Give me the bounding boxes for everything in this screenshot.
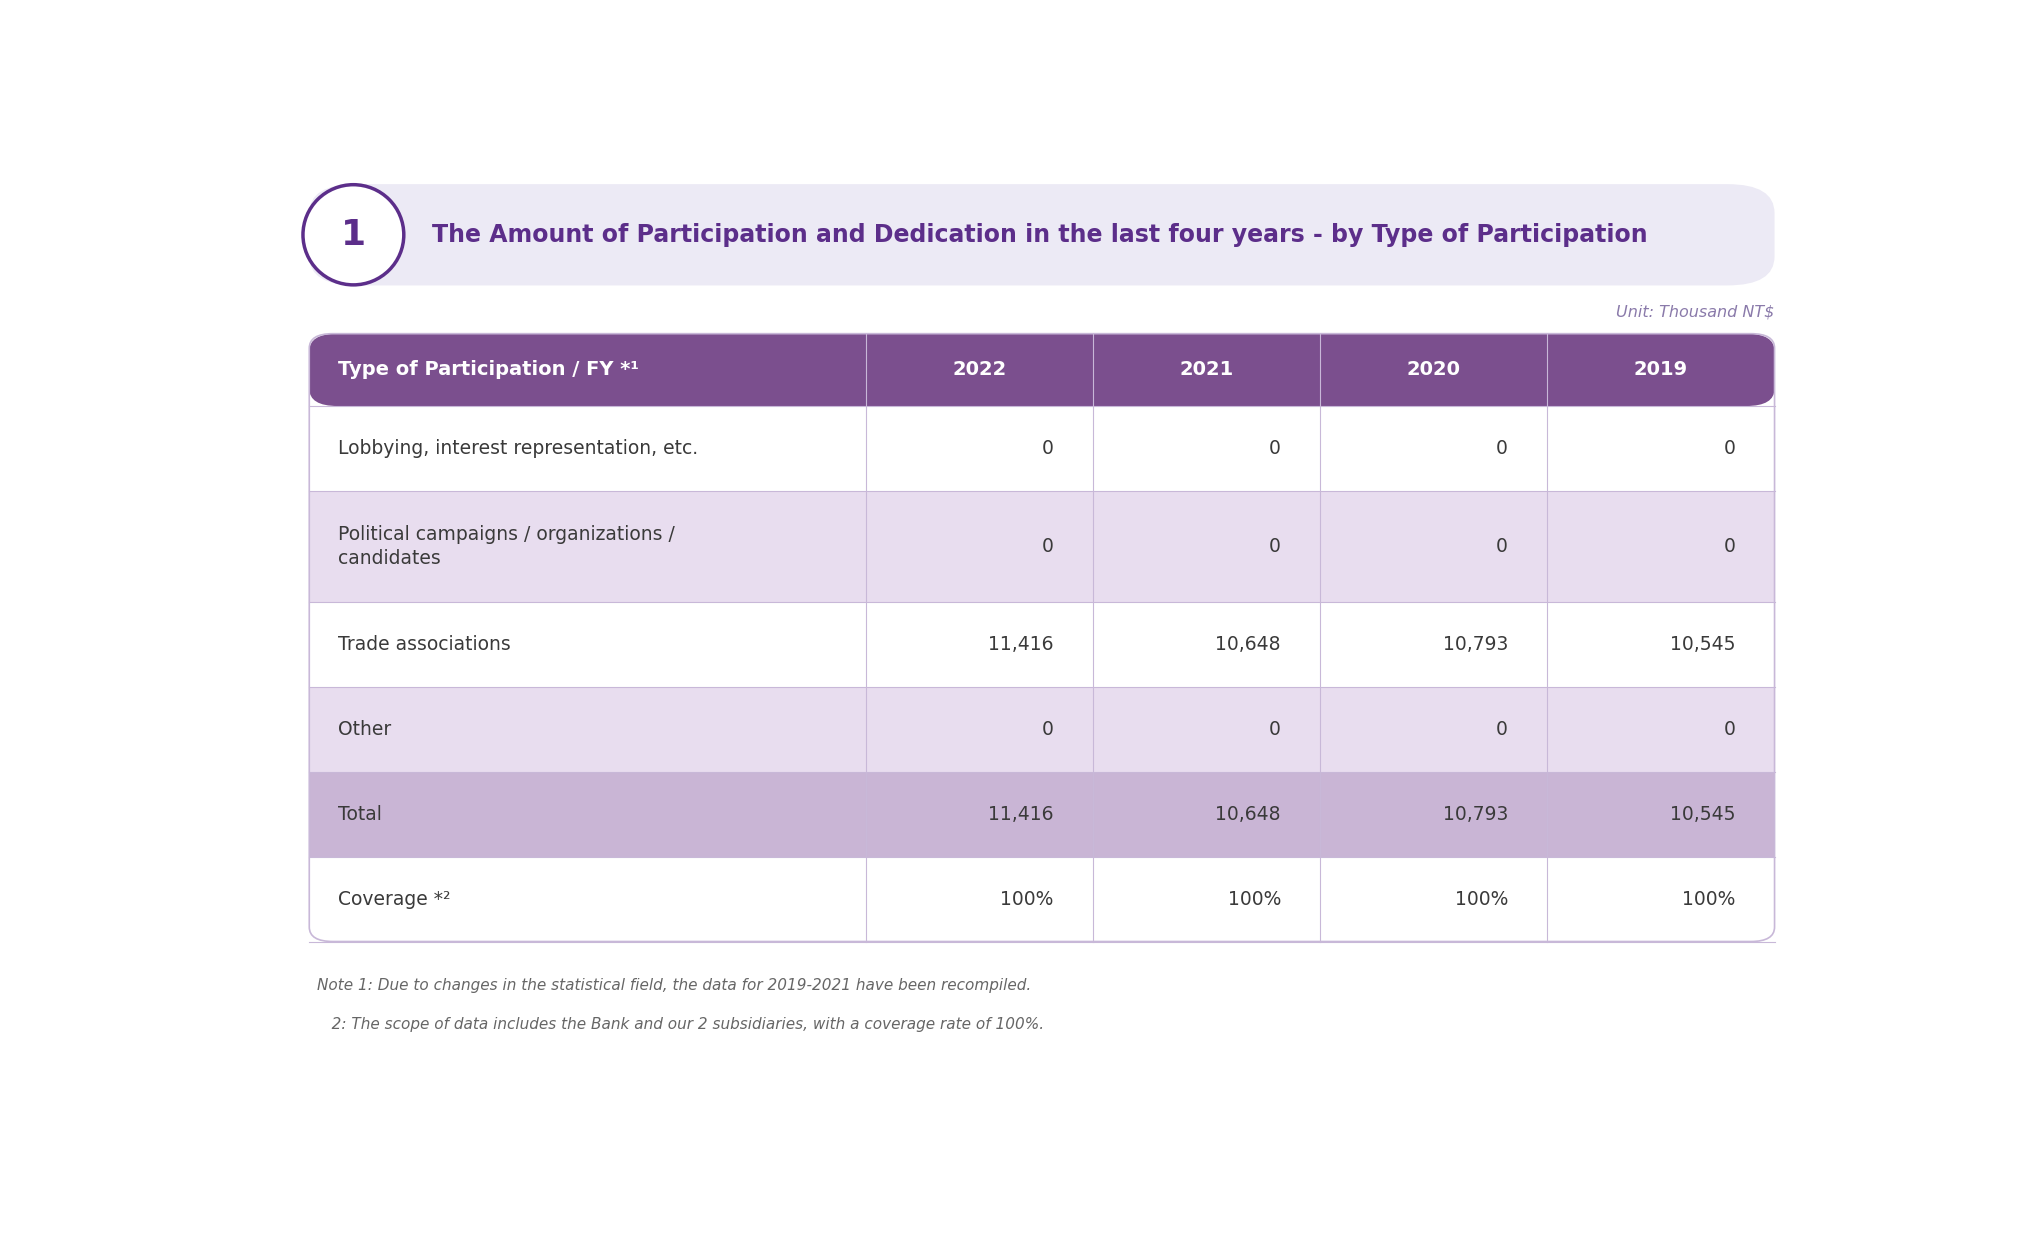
Text: 0: 0 [1496, 439, 1508, 459]
Text: 10,793: 10,793 [1443, 635, 1508, 654]
FancyBboxPatch shape [309, 184, 1774, 286]
Text: 2019: 2019 [1634, 361, 1687, 380]
Text: 2020: 2020 [1406, 361, 1461, 380]
Text: Lobbying, interest representation, etc.: Lobbying, interest representation, etc. [337, 439, 697, 459]
Text: Type of Participation / FY *¹: Type of Participation / FY *¹ [337, 361, 638, 380]
Text: 2: The scope of data includes the Bank and our 2 subsidiaries, with a coverage r: 2: The scope of data includes the Bank a… [317, 1016, 1044, 1031]
Text: 0: 0 [1268, 538, 1280, 556]
Text: 100%: 100% [1227, 890, 1280, 908]
Text: Unit: Thousand NT$: Unit: Thousand NT$ [1615, 304, 1774, 320]
Text: 11,416: 11,416 [988, 635, 1053, 654]
Text: 11,416: 11,416 [988, 804, 1053, 823]
Text: 0: 0 [1496, 719, 1508, 739]
Text: Coverage *²: Coverage *² [337, 890, 449, 908]
Bar [309, 687, 1774, 772]
Bar [309, 406, 1774, 491]
Text: 0: 0 [1042, 439, 1053, 459]
Bar [309, 857, 1774, 941]
Text: 0: 0 [1268, 439, 1280, 459]
Text: 10,545: 10,545 [1668, 635, 1735, 654]
Text: 2022: 2022 [953, 361, 1006, 380]
Text: Total: Total [337, 804, 382, 823]
Text: 100%: 100% [1680, 890, 1735, 908]
Text: 0: 0 [1723, 439, 1735, 459]
Text: 10,648: 10,648 [1215, 635, 1280, 654]
Text: 100%: 100% [1000, 890, 1053, 908]
Text: 0: 0 [1268, 719, 1280, 739]
Text: 10,648: 10,648 [1215, 804, 1280, 823]
Text: Political campaigns / organizations /
candidates: Political campaigns / organizations / ca… [337, 525, 675, 568]
Text: 10,545: 10,545 [1668, 804, 1735, 823]
Text: 0: 0 [1496, 538, 1508, 556]
Text: 100%: 100% [1455, 890, 1508, 908]
Bar [309, 772, 1774, 857]
Ellipse shape [303, 184, 404, 284]
Text: 0: 0 [1042, 538, 1053, 556]
Text: 0: 0 [1723, 538, 1735, 556]
Text: 0: 0 [1723, 719, 1735, 739]
Text: 2021: 2021 [1179, 361, 1233, 380]
Text: 1: 1 [341, 218, 366, 252]
Text: 10,793: 10,793 [1443, 804, 1508, 823]
FancyBboxPatch shape [309, 333, 1774, 406]
Bar [309, 601, 1774, 687]
Text: Other: Other [337, 719, 390, 739]
Text: The Amount of Participation and Dedication in the last four years - by Type of P: The Amount of Participation and Dedicati… [433, 223, 1648, 247]
Bar [309, 491, 1774, 601]
Text: 0: 0 [1042, 719, 1053, 739]
Text: Trade associations: Trade associations [337, 635, 510, 654]
Text: Note 1: Due to changes in the statistical field, the data for 2019-2021 have bee: Note 1: Due to changes in the statistica… [317, 979, 1030, 994]
